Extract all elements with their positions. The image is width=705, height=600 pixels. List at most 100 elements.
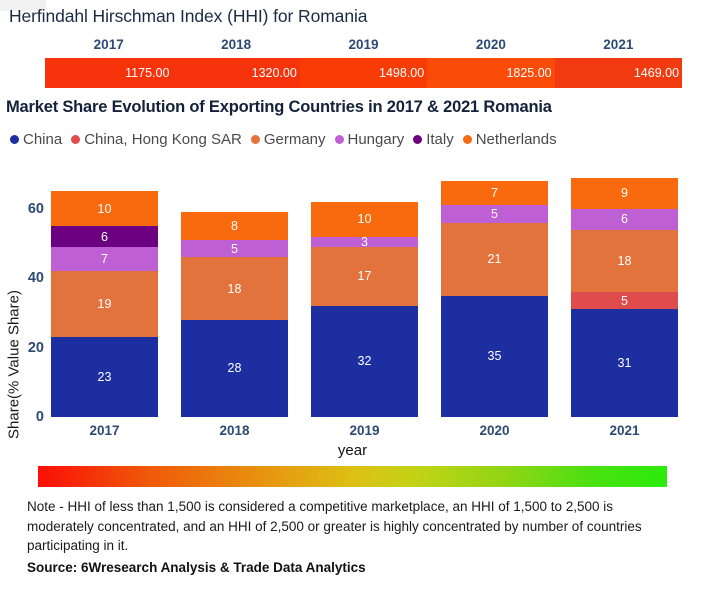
bar-segment-value: 5 (621, 293, 628, 308)
hhi-value-2019: 1498.00 (299, 58, 428, 88)
legend-item-hungary[interactable]: Hungary (334, 131, 405, 148)
bar-segment-2019-china[interactable]: 32 (311, 305, 418, 417)
hhi-year-2018: 2018 (221, 37, 252, 52)
legend-label: Netherlands (475, 131, 557, 148)
hhi-year-row: 2017 2018 2019 2020 2021 (45, 36, 682, 54)
legend-dot-icon (413, 135, 423, 144)
legend-label: Germany (263, 131, 326, 148)
footer-note: Note - HHI of less than 1,500 is conside… (27, 499, 642, 553)
bar-segment-value: 6 (621, 212, 628, 227)
legend-dot-icon (462, 135, 472, 144)
bar-segment-value: 31 (617, 356, 632, 371)
hhi-gradient-scale (38, 466, 667, 487)
bar-segment-2019-netherlands[interactable]: 10 (311, 201, 418, 237)
bar-segment-value: 35 (487, 349, 502, 364)
bar-segment-2018-china[interactable]: 28 (181, 319, 288, 417)
hhi-value-2021: 1469.00 (554, 58, 683, 88)
bar-segment-2018-netherlands[interactable]: 8 (181, 212, 288, 240)
bar-segment-value: 28 (227, 361, 242, 376)
footer-source: Source: 6Wresearch Analysis & Trade Data… (27, 560, 366, 575)
bar-segment-2020-china[interactable]: 35 (441, 295, 548, 417)
hhi-value-2018: 1320.00 (172, 58, 300, 88)
bar-segment-value: 7 (491, 186, 498, 201)
bar-segment-value: 3 (361, 236, 368, 247)
bar-segment-2020-hungary[interactable]: 5 (441, 205, 548, 223)
bar-column-2021[interactable]: 9 6 18 5 31 (571, 177, 678, 417)
y-tick-60: 60 (27, 200, 44, 217)
bar-segment-2017-italy[interactable]: 6 (51, 226, 158, 247)
bar-segment-value: 9 (621, 186, 628, 201)
y-tick-20: 20 (27, 339, 44, 356)
bar-segment-2020-netherlands[interactable]: 7 (441, 180, 548, 206)
y-tick-0: 0 (35, 409, 44, 425)
legend-item-china-hong-kong-sar[interactable]: China, Hong Kong SAR (71, 131, 242, 148)
bar-segment-value: 21 (487, 252, 502, 267)
hhi-value-2017: 1175.00 (45, 58, 173, 88)
legend-item-italy[interactable]: Italy (413, 131, 454, 148)
legend-dot-icon (10, 135, 19, 144)
x-tick-2018: 2018 (219, 423, 250, 438)
bar-column-2018[interactable]: 8 5 18 28 (181, 212, 288, 417)
bar-segment-2017-china[interactable]: 23 (51, 337, 158, 417)
bar-segment-value: 5 (231, 241, 238, 256)
bar-segment-value: 7 (101, 252, 108, 267)
bar-segment-2018-hungary[interactable]: 5 (181, 239, 288, 258)
bar-segment-value: 8 (231, 219, 238, 234)
bar-column-2017[interactable]: 10 6 7 19 23 (51, 191, 158, 417)
bar-segment-2017-hungary[interactable]: 7 (51, 246, 158, 272)
legend-label: Hungary (347, 131, 405, 148)
bar-segment-value: 32 (357, 354, 372, 369)
hhi-year-2021: 2021 (603, 37, 634, 52)
bar-segment-2018-germany[interactable]: 18 (181, 257, 288, 320)
x-tick-2020: 2020 (479, 423, 510, 438)
legend-dot-icon (334, 135, 344, 144)
bar-segment-2021-china[interactable]: 31 (571, 309, 678, 417)
legend-dot-icon (71, 135, 81, 144)
market-share-title: Market Share Evolution of Exporting Coun… (6, 98, 552, 116)
bar-segment-value: 6 (101, 229, 108, 244)
legend-dot-icon (250, 135, 260, 144)
legend-item-china[interactable]: China (10, 131, 62, 148)
y-axis-ticks: 60 40 20 0 (0, 160, 44, 440)
plot-area: Share(% Value Share) 60 40 20 0 10 6 7 19 23 201… (0, 160, 705, 440)
bar-segment-value: 18 (617, 253, 632, 268)
bar-segment-value: 23 (97, 370, 112, 385)
bar-segment-2019-germany[interactable]: 17 (311, 246, 418, 306)
hhi-year-2019: 2019 (348, 37, 379, 52)
legend-item-germany[interactable]: Germany (250, 131, 326, 148)
x-tick-2019: 2019 (349, 423, 380, 438)
bar-segment-2017-germany[interactable]: 19 (51, 271, 158, 338)
bar-column-2019[interactable]: 10 3 17 32 (311, 201, 418, 417)
hhi-value-2020: 1825.00 (427, 58, 555, 88)
hhi-year-2017: 2017 (93, 37, 124, 52)
legend-label: China (23, 131, 63, 148)
bar-segment-value: 10 (357, 212, 372, 227)
bar-segment-2019-hungary[interactable]: 3 (311, 236, 418, 247)
chart-legend: China China, Hong Kong SAR Germany Hungary I… (10, 131, 566, 148)
bar-segment-2021-germany[interactable]: 18 (571, 229, 678, 293)
legend-label: China, Hong Kong SAR (84, 131, 242, 148)
hhi-year-2020: 2020 (475, 37, 506, 52)
bar-segment-2021-china-hong-kong-sar[interactable]: 5 (571, 292, 678, 310)
bar-segment-value: 10 (97, 201, 112, 216)
bar-segment-value: 19 (97, 297, 112, 312)
bar-segment-value: 18 (227, 281, 242, 296)
bar-segment-2021-netherlands[interactable]: 9 (571, 177, 678, 209)
hhi-title: Herfindahl Hirschman Index (HHI) for Rom… (9, 6, 368, 26)
hhi-value-bar: 1175.00 1320.00 1498.00 1825.00 1469.00 (45, 58, 683, 88)
legend-label: Italy (426, 131, 454, 148)
bar-column-2020[interactable]: 7 5 21 35 (441, 180, 548, 417)
bar-segment-value: 17 (357, 269, 372, 284)
y-tick-40: 40 (27, 270, 44, 287)
bar-segment-2017-netherlands[interactable]: 10 (51, 191, 158, 227)
x-tick-2021: 2021 (609, 423, 640, 438)
x-tick-2017: 2017 (89, 423, 120, 438)
bar-segment-2021-hungary[interactable]: 6 (571, 208, 678, 230)
corner-artifact (0, 0, 46, 11)
legend-item-netherlands[interactable]: Netherlands (462, 131, 557, 148)
stacked-bars: 10 6 7 19 23 2017 8 5 18 28 2018 10 3 17 32 2019 7 5 21 35 2… (47, 160, 695, 440)
bar-segment-value: 5 (491, 206, 498, 221)
bar-segment-2020-germany[interactable]: 21 (441, 222, 548, 296)
x-axis-label: year (337, 442, 368, 459)
